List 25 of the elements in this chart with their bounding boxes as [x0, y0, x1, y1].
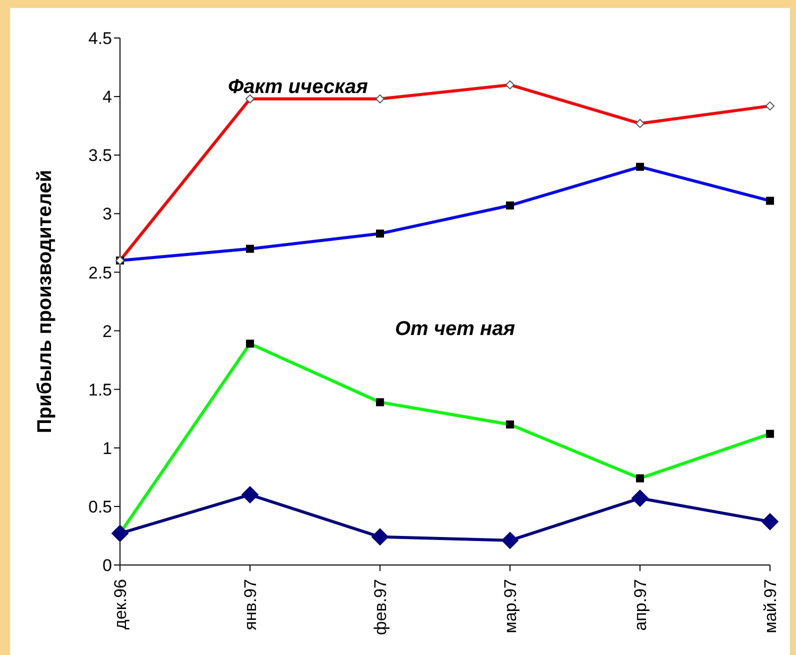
y-tick-label: 3.5: [88, 146, 112, 166]
y-tick-label: 2.5: [88, 263, 112, 282]
y-tick-label: 4: [102, 88, 112, 107]
point: [372, 528, 388, 546]
y-tick-label: 4.5: [88, 29, 112, 48]
y-tick-label: 1: [102, 438, 112, 458]
y-tick-label: 3: [102, 204, 112, 224]
x-tick-label: дек.96: [110, 579, 130, 630]
annotation: Факт ическая: [228, 76, 368, 99]
point: [112, 524, 128, 542]
x-tick-label: янв.97: [240, 579, 260, 630]
point: [242, 486, 258, 504]
x-tick-label: мар.97: [500, 579, 520, 634]
x-tick-label: фев.97: [370, 579, 390, 636]
point: [502, 532, 518, 549]
y-tick-label: 0: [102, 556, 112, 576]
x-tick-label: май.97: [760, 579, 780, 634]
y-axis-title: Прибыль производителей: [34, 170, 56, 434]
y-tick-label: 1.5: [88, 380, 112, 400]
point: [762, 513, 778, 530]
y-tick-label: 2: [102, 322, 112, 341]
x-tick-label: апр.97: [630, 579, 650, 631]
annotation: От чет ная: [395, 318, 515, 341]
point: [632, 490, 648, 507]
y-tick-label: 0.5: [88, 497, 112, 516]
